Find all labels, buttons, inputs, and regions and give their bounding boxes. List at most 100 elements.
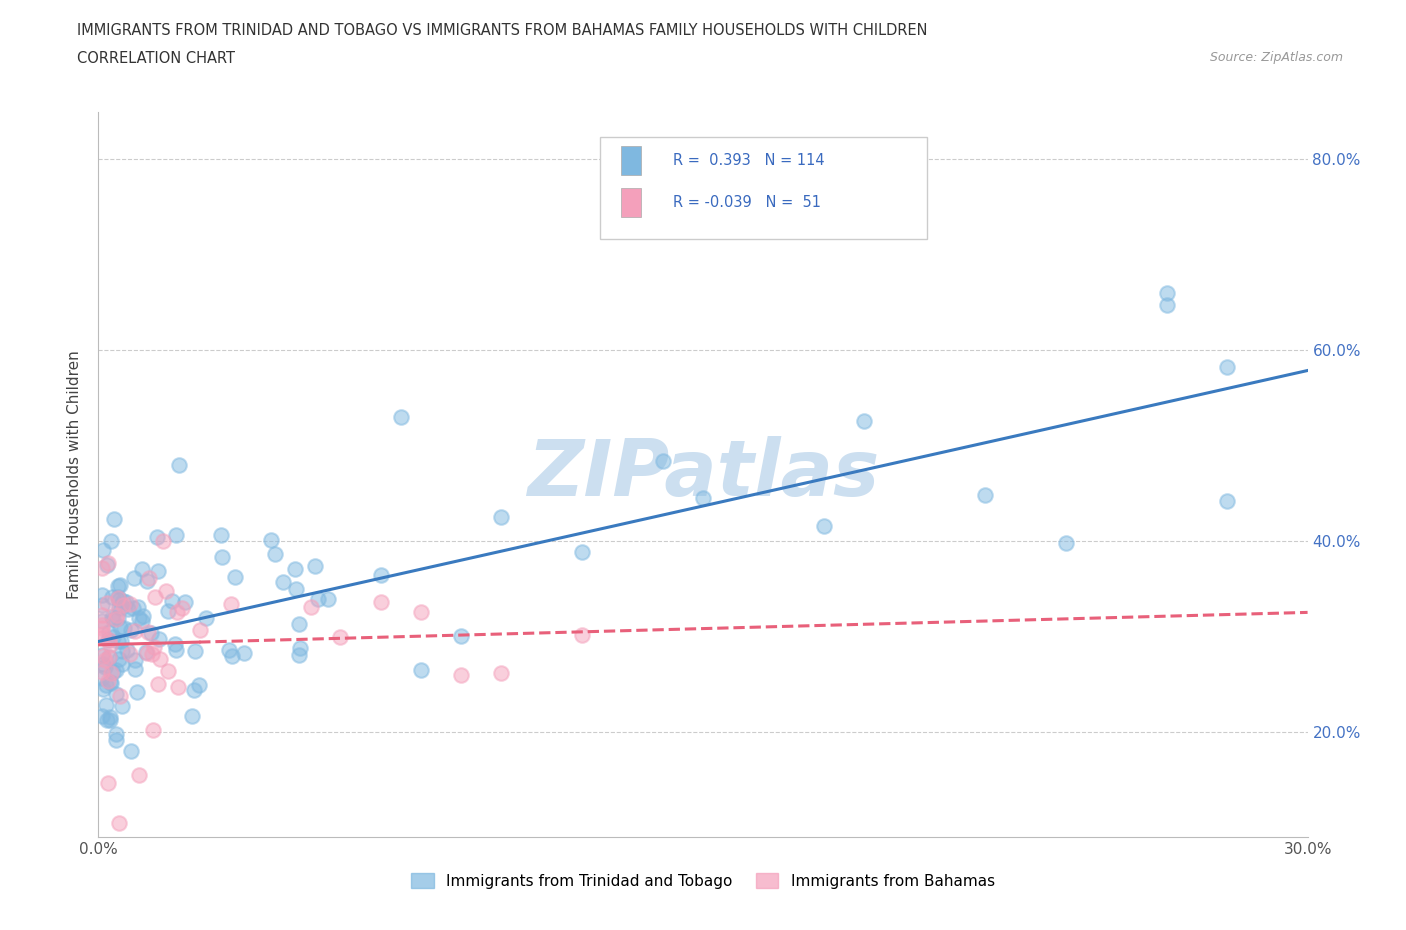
Point (218, 643, 240, 658)
Point (571, 628, 593, 643)
Point (108, 619, 131, 634)
Point (329, 630, 352, 644)
Point (91, 614, 114, 629)
Point (389, 409, 412, 424)
Point (117, 602, 139, 617)
Point (131, 614, 153, 629)
Point (112, 593, 135, 608)
Point (139, 626, 162, 641)
Point (91, 649, 114, 664)
Point (117, 643, 139, 658)
Point (135, 573, 157, 588)
Point (165, 642, 187, 657)
Point (183, 683, 205, 698)
Point (165, 527, 187, 542)
Point (1054, 536, 1077, 551)
Point (104, 733, 127, 748)
Point (974, 487, 997, 502)
Point (128, 767, 150, 782)
Point (288, 617, 311, 631)
Point (107, 591, 129, 605)
Point (98, 713, 121, 728)
Point (97, 625, 120, 640)
Point (108, 652, 131, 667)
Point (288, 640, 311, 655)
FancyBboxPatch shape (621, 146, 641, 176)
Point (120, 596, 142, 611)
Point (107, 816, 129, 830)
Point (107, 600, 129, 615)
Point (409, 662, 432, 677)
Text: R =  0.393   N = 114: R = 0.393 N = 114 (672, 153, 824, 168)
Point (98, 710, 121, 724)
Point (1156, 286, 1178, 300)
Point (136, 646, 159, 661)
Point (166, 679, 188, 694)
Point (122, 601, 145, 616)
Point (316, 591, 339, 606)
Point (131, 562, 153, 577)
Point (299, 600, 322, 615)
Point (120, 744, 142, 759)
Point (105, 608, 128, 623)
Point (211, 549, 233, 564)
Point (96, 712, 118, 727)
Point (188, 622, 211, 637)
FancyBboxPatch shape (621, 188, 641, 217)
Point (142, 723, 165, 737)
Point (184, 644, 207, 658)
Point (112, 620, 135, 635)
Point (136, 625, 159, 640)
Point (110, 600, 132, 615)
Point (111, 699, 134, 714)
Point (97, 632, 120, 647)
Point (128, 610, 150, 625)
Point (111, 644, 134, 658)
Point (135, 644, 157, 659)
Point (94, 698, 117, 712)
Point (221, 648, 243, 663)
Point (91, 682, 114, 697)
Point (114, 594, 136, 609)
Point (152, 534, 174, 549)
Point (91, 627, 114, 642)
Point (170, 600, 193, 615)
Point (97, 673, 120, 688)
Point (167, 458, 190, 472)
Point (138, 571, 160, 586)
Point (148, 631, 170, 646)
Point (104, 662, 127, 677)
Point (651, 454, 673, 469)
Point (260, 533, 283, 548)
Point (98, 637, 121, 652)
Point (146, 530, 169, 545)
Point (107, 579, 129, 594)
Point (91, 618, 114, 632)
Point (120, 646, 142, 661)
Point (105, 611, 128, 626)
Point (94, 660, 117, 675)
Point (108, 578, 131, 592)
Point (91, 597, 114, 612)
Point (143, 639, 166, 654)
Point (110, 633, 132, 648)
Point (98, 649, 121, 664)
Point (195, 610, 218, 625)
Point (157, 604, 180, 618)
Point (1216, 360, 1239, 375)
Point (181, 708, 204, 723)
Point (813, 519, 835, 534)
Point (112, 597, 135, 612)
Point (111, 657, 134, 671)
Point (491, 666, 513, 681)
Text: Source: ZipAtlas.com: Source: ZipAtlas.com (1209, 51, 1343, 64)
Point (91, 647, 114, 662)
Point (122, 571, 145, 586)
Text: ZIPatlas: ZIPatlas (527, 436, 879, 512)
Point (103, 612, 125, 627)
Point (409, 604, 432, 619)
Point (94, 653, 117, 668)
Point (491, 510, 513, 525)
Point (98, 649, 121, 664)
Point (155, 583, 177, 598)
